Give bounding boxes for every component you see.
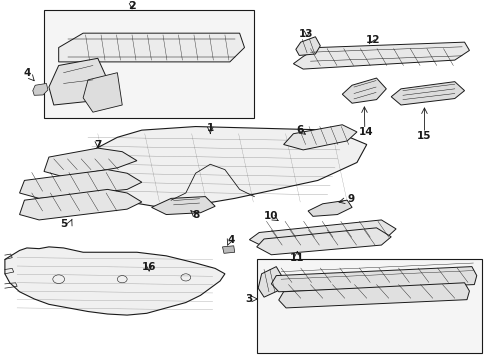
Polygon shape [5,247,224,315]
Polygon shape [44,148,137,177]
Text: 4: 4 [226,235,234,245]
Text: 3: 3 [245,294,252,304]
Polygon shape [258,267,283,297]
Text: 7: 7 [94,140,102,149]
Polygon shape [283,125,356,150]
Polygon shape [20,189,142,220]
Polygon shape [59,33,244,62]
Polygon shape [271,267,476,292]
Text: 15: 15 [416,131,431,140]
Polygon shape [49,58,107,105]
Polygon shape [295,37,320,55]
Text: 6: 6 [296,125,303,135]
Polygon shape [278,283,468,308]
Text: 10: 10 [264,211,278,221]
Polygon shape [293,42,468,69]
Polygon shape [20,170,142,198]
Bar [44,10,254,118]
Text: 12: 12 [365,35,379,45]
Polygon shape [307,200,351,216]
Bar [256,260,481,353]
Polygon shape [59,127,366,209]
Text: 8: 8 [192,210,199,220]
Polygon shape [249,220,395,247]
Polygon shape [222,246,234,253]
Polygon shape [390,82,464,105]
Text: 9: 9 [347,194,354,204]
Text: 2: 2 [128,1,136,11]
Text: 4: 4 [23,68,31,78]
Polygon shape [151,197,215,215]
Polygon shape [256,228,390,255]
Polygon shape [33,84,48,95]
Polygon shape [83,73,122,112]
Text: 11: 11 [289,253,304,263]
Text: 13: 13 [298,29,313,39]
Polygon shape [342,78,386,103]
Text: 14: 14 [358,127,372,137]
Text: 16: 16 [142,262,156,272]
Text: 5: 5 [60,219,67,229]
Text: 1: 1 [206,123,213,133]
